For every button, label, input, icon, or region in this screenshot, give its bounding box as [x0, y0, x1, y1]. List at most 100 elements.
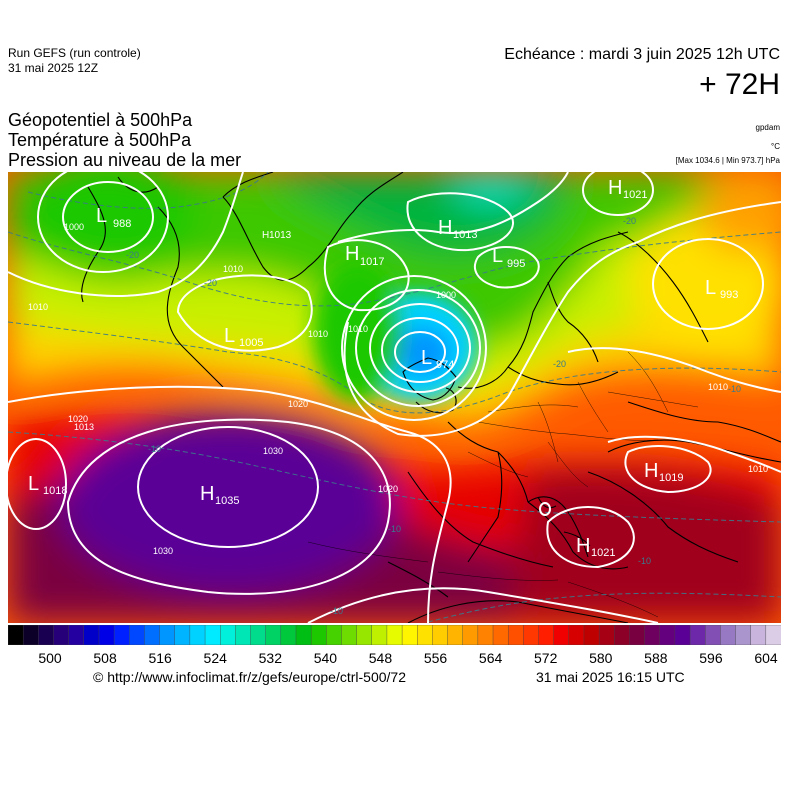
center-letter: L — [421, 347, 432, 369]
forecast-valid-time: Echéance : mardi 3 juin 2025 12h UTC — [504, 46, 780, 63]
unit-geopotential: gpdam — [755, 123, 780, 132]
color-scale-swatch — [765, 625, 781, 645]
isobar-label: 1010 — [708, 382, 728, 392]
center-letter: H — [262, 230, 269, 241]
center-letter: H — [608, 177, 622, 199]
color-scale-swatch — [280, 625, 297, 645]
isobar-high-1019 — [624, 445, 712, 494]
center-value: 1018 — [43, 485, 67, 497]
color-scale-swatch — [538, 625, 555, 645]
center-value: 1013 — [453, 229, 477, 241]
isobar-low-995 — [473, 245, 540, 289]
isobar-low-974 — [394, 331, 446, 373]
isobar-label: 1030 — [263, 446, 283, 456]
color-scale-swatch — [310, 625, 327, 645]
color-scale-swatch — [295, 625, 312, 645]
color-scale-swatch — [356, 625, 373, 645]
isotherm-label: -10 — [330, 606, 343, 616]
isotherm-label: -10 — [728, 384, 741, 394]
color-scale-tick-label: 548 — [368, 650, 393, 666]
color-scale-swatch — [568, 625, 585, 645]
isobar-east-1010 — [567, 347, 781, 393]
color-scale-swatch — [219, 625, 236, 645]
color-scale-swatch — [629, 625, 646, 645]
color-scale-swatch — [689, 625, 706, 645]
center-value: 1035 — [215, 495, 239, 507]
isobar-high-1030 — [137, 426, 319, 548]
color-scale-swatch — [674, 625, 691, 645]
color-scale-swatch — [129, 625, 145, 645]
isotherm-labels: -20 -20 -20 -10 -20 -10 -10 -10 -10 — [126, 216, 741, 616]
unit-pressure-range: [Max 1034.6 | Min 973.7] hPa — [675, 156, 780, 165]
color-scale-swatch — [447, 625, 464, 645]
field-blue-core — [395, 327, 451, 377]
field-green-nw — [18, 172, 198, 272]
coastlines — [81, 172, 781, 623]
color-scale-swatch — [235, 625, 252, 645]
isobar-label: 1020 — [288, 399, 308, 409]
color-scale-swatch — [477, 625, 494, 645]
center-value: 988 — [113, 218, 131, 230]
color-scale-swatch — [735, 625, 752, 645]
isobar-high-1013 — [406, 192, 514, 252]
center-letter: L — [96, 205, 107, 227]
color-scale-swatch — [659, 625, 676, 645]
borders — [307, 351, 699, 618]
center-letter: H — [200, 483, 214, 505]
isobar-low-988-2 — [37, 172, 169, 273]
center-value: 1017 — [360, 256, 384, 268]
unit-temperature: °C — [771, 142, 780, 151]
color-scale-swatch — [204, 625, 221, 645]
isobar-1010-north — [343, 201, 781, 437]
isotherm-label: -20 — [126, 250, 139, 260]
isobar-label: 1010 — [28, 302, 48, 312]
center-letter: H — [644, 460, 658, 482]
color-scale-tick-label: 540 — [313, 650, 338, 666]
isotherm-label: -10 — [638, 556, 651, 566]
color-scale-swatch — [98, 625, 115, 645]
color-scale-swatch — [38, 625, 54, 645]
center-letter: H — [438, 217, 452, 239]
isobar-high-1021-ne — [582, 172, 654, 216]
color-scale-swatch — [598, 625, 615, 645]
color-scale-swatch — [523, 625, 539, 645]
color-scale-swatch — [583, 625, 600, 645]
color-scale-swatch — [159, 625, 176, 645]
center-value: 1019 — [659, 472, 683, 484]
center-value: 1005 — [239, 337, 263, 349]
color-scale-swatch — [401, 625, 418, 645]
isobar-nw-1010 — [8, 172, 244, 297]
center-letter: L — [492, 245, 503, 267]
pressure-centers: L 988 H 1017 H 1013 H 1021 L 995 L 993 L… — [28, 177, 738, 559]
isobar-label: 1010 — [308, 329, 328, 339]
isobar-label: 1013 — [74, 422, 94, 432]
field-green — [8, 172, 781, 348]
isobar-label: 1010 — [748, 464, 768, 474]
isobar-low-992 — [355, 289, 481, 407]
isobar-label: 1010 — [223, 264, 243, 274]
color-scale-tick-label: 532 — [258, 650, 282, 666]
isobar-label: 1030 — [153, 546, 173, 556]
isobar-label: 1020 — [68, 414, 88, 424]
isobar-1020-mid — [8, 385, 452, 623]
color-scale-swatch — [83, 625, 100, 645]
color-scale-swatch — [250, 625, 267, 645]
center-letter: L — [224, 325, 235, 347]
isotherm-label: -20 — [204, 278, 217, 288]
color-scale-swatch — [113, 625, 130, 645]
isobar-low-1005 — [176, 274, 313, 352]
center-letter: H — [345, 243, 359, 265]
center-letter: H — [576, 535, 590, 557]
isobar-low-993 — [652, 238, 764, 330]
color-scale-swatch — [22, 625, 39, 645]
color-scale-swatch — [553, 625, 570, 645]
field-maroon-se — [508, 468, 781, 623]
isobar-south — [307, 587, 659, 623]
isotherm-label: -20 — [553, 359, 566, 369]
color-scale-swatch — [144, 625, 161, 645]
color-scale-tick-label: 564 — [478, 650, 503, 666]
color-scale-tick-label: 604 — [754, 650, 778, 666]
color-scale-tick-label: 500 — [38, 650, 62, 666]
center-letter: L — [28, 473, 39, 495]
isobar-label: 1010 — [348, 324, 368, 334]
